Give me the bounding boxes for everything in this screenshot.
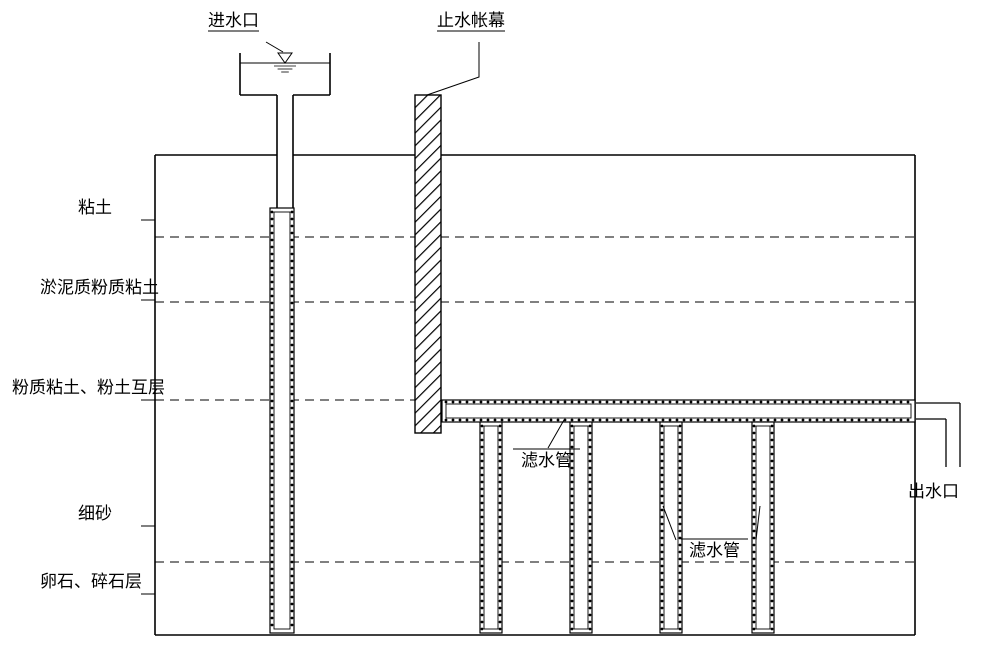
label-fine: 细砂 bbox=[78, 504, 112, 523]
diagram-stage: 进水口止水帐幕粘土淤泥质粉质粘土粉质粘土、粉土互层细砂卵石、碎石层滤水管滤水管出… bbox=[0, 0, 1000, 672]
label-filter2: 滤水管 bbox=[689, 541, 740, 560]
label-clay: 粘土 bbox=[78, 198, 112, 217]
diagram-svg: 进水口止水帐幕粘土淤泥质粉质粘土粉质粘土、粉土互层细砂卵石、碎石层滤水管滤水管出… bbox=[0, 0, 1000, 672]
label-inter: 粉质粘土、粉土互层 bbox=[12, 378, 165, 397]
label-outlet: 出水口 bbox=[908, 482, 959, 501]
label-pebble: 卵石、碎石层 bbox=[40, 572, 142, 591]
label-filter1: 滤水管 bbox=[521, 451, 572, 470]
label-silty: 淤泥质粉质粘土 bbox=[40, 278, 159, 297]
label-curtain: 止水帐幕 bbox=[437, 11, 505, 30]
label-inlet: 进水口 bbox=[208, 11, 259, 30]
